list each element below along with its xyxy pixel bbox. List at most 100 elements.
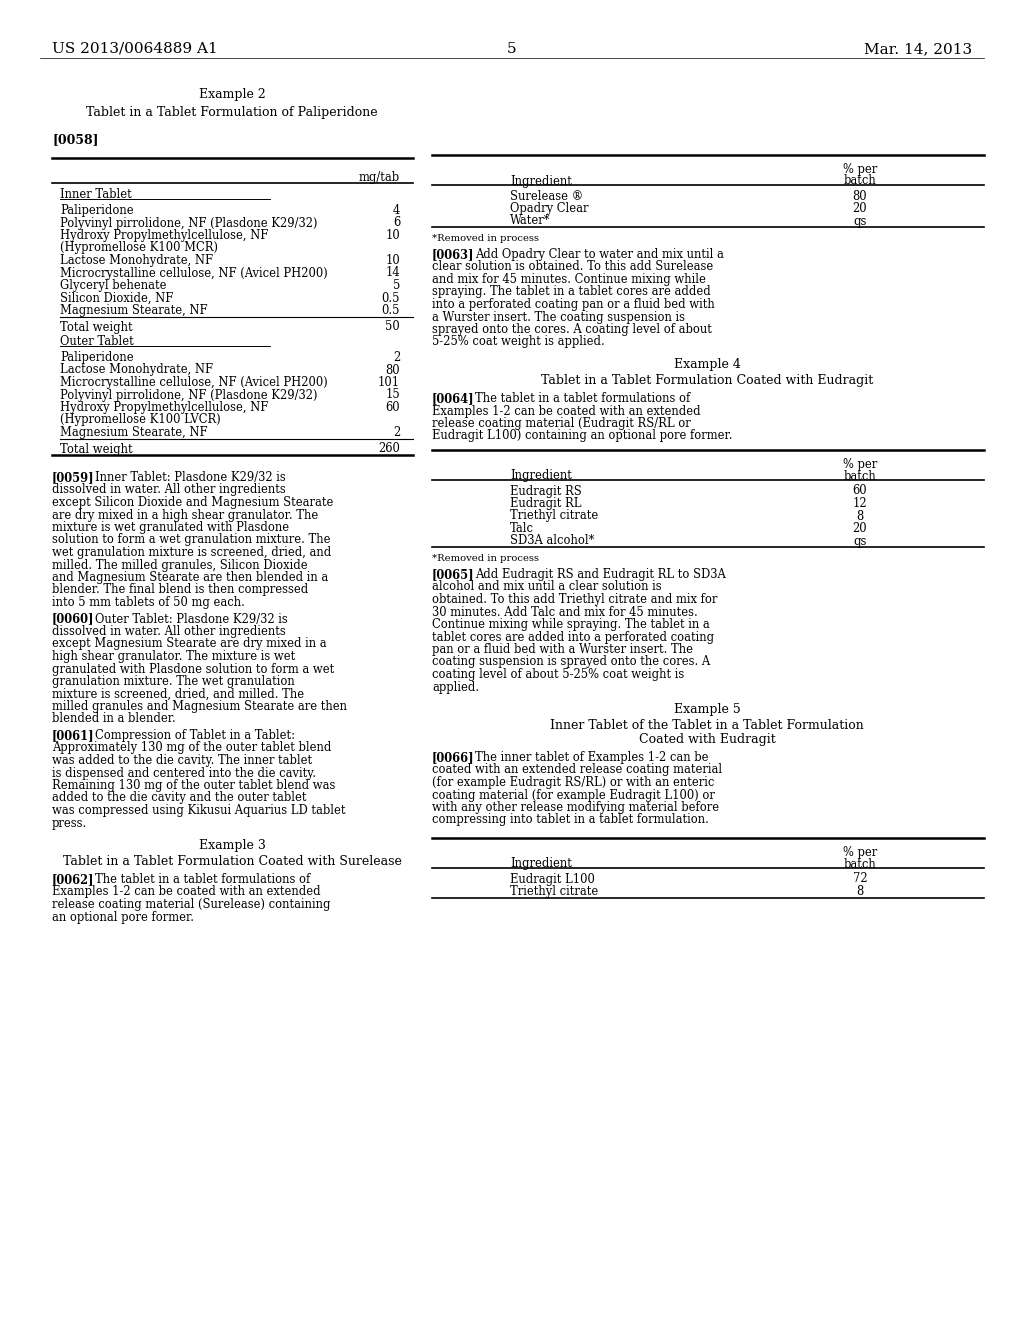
Text: 5-25% coat weight is applied.: 5-25% coat weight is applied.: [432, 335, 605, 348]
Text: Add Opadry Clear to water and mix until a: Add Opadry Clear to water and mix until …: [475, 248, 724, 261]
Text: Mar. 14, 2013: Mar. 14, 2013: [864, 42, 972, 55]
Text: Talc: Talc: [510, 521, 534, 535]
Text: Microcrystalline cellulose, NF (Avicel PH200): Microcrystalline cellulose, NF (Avicel P…: [60, 376, 328, 389]
Text: compressing into tablet in a tablet formulation.: compressing into tablet in a tablet form…: [432, 813, 709, 826]
Text: obtained. To this add Triethyl citrate and mix for: obtained. To this add Triethyl citrate a…: [432, 593, 718, 606]
Text: Tablet in a Tablet Formulation Coated with Surelease: Tablet in a Tablet Formulation Coated wi…: [62, 855, 401, 869]
Text: 72: 72: [853, 873, 867, 886]
Text: Ingredient: Ingredient: [510, 470, 571, 483]
Text: was added to the die cavity. The inner tablet: was added to the die cavity. The inner t…: [52, 754, 312, 767]
Text: 15: 15: [385, 388, 400, 401]
Text: dissolved in water. All other ingredients: dissolved in water. All other ingredient…: [52, 483, 286, 496]
Text: [0061]: [0061]: [52, 729, 94, 742]
Text: % per: % per: [843, 458, 878, 471]
Text: Tablet in a Tablet Formulation Coated with Eudragit: Tablet in a Tablet Formulation Coated wi…: [541, 374, 873, 387]
Text: granulation mixture. The wet granulation: granulation mixture. The wet granulation: [52, 675, 295, 688]
Text: Polyvinyl pirrolidone, NF (Plasdone K29/32): Polyvinyl pirrolidone, NF (Plasdone K29/…: [60, 388, 317, 401]
Text: 8: 8: [856, 510, 863, 523]
Text: into a perforated coating pan or a fluid bed with: into a perforated coating pan or a fluid…: [432, 298, 715, 312]
Text: [0065]: [0065]: [432, 568, 475, 581]
Text: Examples 1-2 can be coated with an extended: Examples 1-2 can be coated with an exten…: [52, 886, 321, 899]
Text: Tablet in a Tablet Formulation of Paliperidone: Tablet in a Tablet Formulation of Palipe…: [86, 106, 378, 119]
Text: Eudragit RL: Eudragit RL: [510, 498, 582, 510]
Text: 6: 6: [393, 216, 400, 230]
Text: blender. The final blend is then compressed: blender. The final blend is then compres…: [52, 583, 308, 597]
Text: (for example Eudragit RS/RL) or with an enteric: (for example Eudragit RS/RL) or with an …: [432, 776, 715, 789]
Text: US 2013/0064889 A1: US 2013/0064889 A1: [52, 42, 218, 55]
Text: Polyvinyl pirrolidone, NF (Plasdone K29/32): Polyvinyl pirrolidone, NF (Plasdone K29/…: [60, 216, 317, 230]
Text: The inner tablet of Examples 1-2 can be: The inner tablet of Examples 1-2 can be: [475, 751, 709, 764]
Text: batch: batch: [844, 470, 877, 483]
Text: [0058]: [0058]: [52, 133, 98, 147]
Text: Example 4: Example 4: [674, 358, 740, 371]
Text: 5: 5: [507, 42, 517, 55]
Text: qs: qs: [853, 214, 866, 227]
Text: Surelease ®: Surelease ®: [510, 190, 584, 202]
Text: Compression of Tablet in a Tablet:: Compression of Tablet in a Tablet:: [95, 729, 295, 742]
Text: Outer Tablet: Outer Tablet: [60, 335, 134, 348]
Text: Magnesium Stearate, NF: Magnesium Stearate, NF: [60, 304, 208, 317]
Text: dissolved in water. All other ingredients: dissolved in water. All other ingredient…: [52, 624, 286, 638]
Text: % per: % per: [843, 162, 878, 176]
Text: a Wurster insert. The coating suspension is: a Wurster insert. The coating suspension…: [432, 310, 685, 323]
Text: and Magnesium Stearate are then blended in a: and Magnesium Stearate are then blended …: [52, 572, 329, 583]
Text: Opadry Clear: Opadry Clear: [510, 202, 589, 215]
Text: Eudragit L100) containing an optional pore former.: Eudragit L100) containing an optional po…: [432, 429, 732, 442]
Text: Total weight: Total weight: [60, 321, 133, 334]
Text: alcohol and mix until a clear solution is: alcohol and mix until a clear solution i…: [432, 581, 662, 594]
Text: 4: 4: [393, 205, 400, 216]
Text: Ingredient: Ingredient: [510, 858, 571, 870]
Text: Hydroxy Propylmethylcellulose, NF: Hydroxy Propylmethylcellulose, NF: [60, 401, 268, 414]
Text: Eudragit L100: Eudragit L100: [510, 873, 595, 886]
Text: Total weight: Total weight: [60, 442, 133, 455]
Text: Coated with Eudragit: Coated with Eudragit: [639, 733, 775, 746]
Text: an optional pore former.: an optional pore former.: [52, 911, 194, 924]
Text: Remaining 130 mg of the outer tablet blend was: Remaining 130 mg of the outer tablet ble…: [52, 779, 336, 792]
Text: tablet cores are added into a perforated coating: tablet cores are added into a perforated…: [432, 631, 714, 644]
Text: milled granules and Magnesium Stearate are then: milled granules and Magnesium Stearate a…: [52, 700, 347, 713]
Text: granulated with Plasdone solution to form a wet: granulated with Plasdone solution to for…: [52, 663, 334, 676]
Text: high shear granulator. The mixture is wet: high shear granulator. The mixture is we…: [52, 649, 295, 663]
Text: with any other release modifying material before: with any other release modifying materia…: [432, 801, 719, 814]
Text: [0060]: [0060]: [52, 612, 94, 626]
Text: 14: 14: [385, 267, 400, 280]
Text: [0062]: [0062]: [52, 873, 94, 886]
Text: Eudragit RS: Eudragit RS: [510, 484, 582, 498]
Text: 2: 2: [393, 351, 400, 364]
Text: Inner Tablet: Inner Tablet: [60, 187, 132, 201]
Text: (Hypromellose K100 LVCR): (Hypromellose K100 LVCR): [60, 413, 221, 426]
Text: is dispensed and centered into the die cavity.: is dispensed and centered into the die c…: [52, 767, 316, 780]
Text: Paliperidone: Paliperidone: [60, 205, 133, 216]
Text: The tablet in a tablet formulations of: The tablet in a tablet formulations of: [475, 392, 690, 405]
Text: Examples 1-2 can be coated with an extended: Examples 1-2 can be coated with an exten…: [432, 404, 700, 417]
Text: 10: 10: [385, 228, 400, 242]
Text: pan or a fluid bed with a Wurster insert. The: pan or a fluid bed with a Wurster insert…: [432, 643, 693, 656]
Text: Example 5: Example 5: [674, 704, 740, 715]
Text: 20: 20: [853, 521, 867, 535]
Text: milled. The milled granules, Silicon Dioxide: milled. The milled granules, Silicon Dio…: [52, 558, 307, 572]
Text: Hydroxy Propylmethylcellulose, NF: Hydroxy Propylmethylcellulose, NF: [60, 228, 268, 242]
Text: 0.5: 0.5: [382, 292, 400, 305]
Text: *Removed in process: *Removed in process: [432, 234, 539, 243]
Text: Continue mixing while spraying. The tablet in a: Continue mixing while spraying. The tabl…: [432, 618, 710, 631]
Text: added to the die cavity and the outer tablet: added to the die cavity and the outer ta…: [52, 792, 306, 804]
Text: Outer Tablet: Plasdone K29/32 is: Outer Tablet: Plasdone K29/32 is: [95, 612, 288, 626]
Text: 260: 260: [378, 442, 400, 455]
Text: 0.5: 0.5: [382, 304, 400, 317]
Text: The tablet in a tablet formulations of: The tablet in a tablet formulations of: [95, 873, 310, 886]
Text: applied.: applied.: [432, 681, 479, 693]
Text: 80: 80: [385, 363, 400, 376]
Text: [0064]: [0064]: [432, 392, 475, 405]
Text: into 5 mm tablets of 50 mg each.: into 5 mm tablets of 50 mg each.: [52, 597, 245, 609]
Text: Inner Tablet of the Tablet in a Tablet Formulation: Inner Tablet of the Tablet in a Tablet F…: [550, 719, 864, 733]
Text: release coating material (Eudragit RS/RL or: release coating material (Eudragit RS/RL…: [432, 417, 691, 430]
Text: 2: 2: [393, 426, 400, 440]
Text: [0063]: [0063]: [432, 248, 474, 261]
Text: solution to form a wet granulation mixture. The: solution to form a wet granulation mixtu…: [52, 533, 331, 546]
Text: coating level of about 5-25% coat weight is: coating level of about 5-25% coat weight…: [432, 668, 684, 681]
Text: mixture is wet granulated with Plasdone: mixture is wet granulated with Plasdone: [52, 521, 289, 535]
Text: Inner Tablet: Plasdone K29/32 is: Inner Tablet: Plasdone K29/32 is: [95, 471, 286, 484]
Text: 60: 60: [853, 484, 867, 498]
Text: 8: 8: [856, 884, 863, 898]
Text: [0066]: [0066]: [432, 751, 475, 764]
